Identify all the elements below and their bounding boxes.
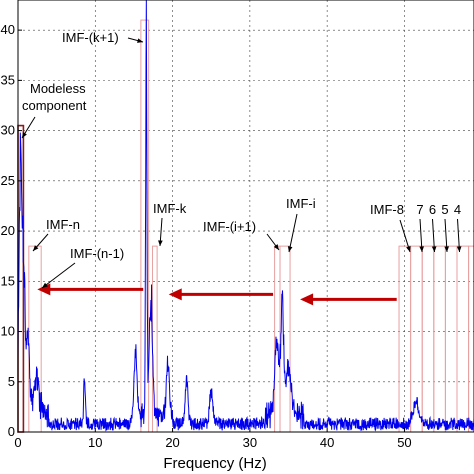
label-imf-k-plus-1: IMF-(k+1) [62, 30, 119, 45]
label-imf-k: IMF-k [153, 201, 187, 216]
y-tick-label: 5 [8, 374, 15, 389]
pointer-imf-digit-head [456, 246, 462, 252]
pointer-imf-digit-head [431, 246, 437, 252]
label-imf-8: IMF-8 [370, 202, 404, 217]
label-imf-digit: 6 [429, 202, 436, 217]
x-tick-label: 0 [14, 435, 21, 450]
label-imf-i: IMF-i [286, 196, 316, 211]
label-modeless-line2: component [22, 98, 87, 113]
pointer-imf-digit-head [419, 246, 424, 252]
y-tick-label: 20 [1, 223, 15, 238]
y-tick-label: 40 [1, 22, 15, 37]
arrow-head [168, 288, 182, 301]
y-tick-label: 0 [8, 424, 15, 439]
pointer-modeless-head [22, 132, 27, 138]
pointer-imf-i-head [287, 246, 293, 252]
y-tick-label: 30 [1, 123, 15, 138]
red-arrows [37, 283, 397, 306]
pointer-imf-k-head [158, 240, 163, 246]
pointer-imf-k-plus-1-head [137, 38, 143, 43]
imf-box [421, 245, 435, 433]
axis-ticks: 0 10 20 30 40 50 0 5 10 15 20 25 30 35 40 [1, 22, 412, 450]
imf-box [398, 245, 412, 433]
x-tick-label: 10 [88, 435, 102, 450]
plot-frame [17, 0, 474, 433]
imf-box [433, 245, 446, 433]
pointer-imf-8 [399, 219, 411, 253]
pointer-imf-n-head [33, 245, 39, 251]
x-tick-label: 30 [243, 435, 257, 450]
label-imf-i-plus-1: IMF-(i+1) [203, 219, 256, 234]
y-tick-label: 15 [1, 273, 15, 288]
imf-box [151, 245, 158, 433]
imf-box [279, 245, 291, 433]
x-tick-label: 20 [165, 435, 179, 450]
x-tick-label: 50 [397, 435, 411, 450]
pointer-imf-n-minus-1-head [42, 282, 48, 288]
imf-box [456, 245, 470, 433]
imf-box [468, 245, 474, 433]
label-imf-digit: 7 [416, 202, 423, 217]
annotations: IMF-(k+1) Modeless component IMF-n IMF-(n-1)… [21, 30, 462, 289]
pointer-imf-n-minus-1 [41, 262, 76, 289]
x-axis-label: Frequency (Hz) [163, 455, 266, 472]
label-imf-digit: 5 [441, 202, 448, 217]
imf-box [444, 245, 458, 433]
pointer-imf-8-head [406, 246, 411, 252]
spectrum-line [17, 0, 474, 432]
pointer-imf-i-plus-1-head [273, 244, 279, 250]
label-modeless-line1: Modeless [30, 81, 86, 96]
label-imf-n-minus-1: IMF-(n-1) [70, 246, 124, 261]
x-tick-label: 40 [320, 435, 334, 450]
label-imf-digit: 4 [454, 202, 461, 217]
grid [17, 0, 474, 433]
pointer-imf-i [288, 213, 298, 253]
spectrum-series [17, 0, 474, 432]
label-imf-n: IMF-n [46, 217, 80, 232]
y-tick-label: 25 [1, 173, 15, 188]
y-tick-label: 35 [1, 72, 15, 87]
pointer-imf-digit-head [444, 246, 449, 252]
arrow-head [300, 293, 314, 306]
y-tick-label: 10 [1, 324, 15, 339]
